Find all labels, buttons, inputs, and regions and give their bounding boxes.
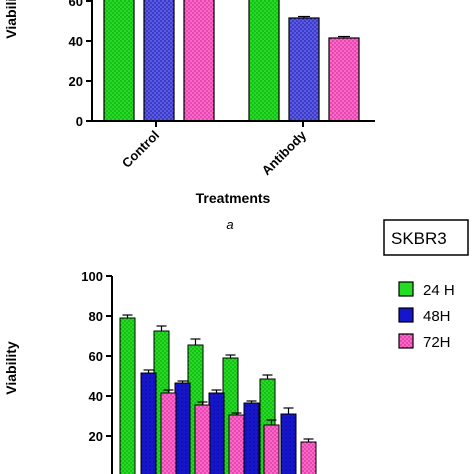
top-y-tick-label: 0: [76, 114, 83, 129]
bottom-bar-g1-72h: [160, 392, 177, 474]
chart-bottom: 20 40 60 80 100 Viability: [3, 269, 317, 474]
legend-swatch-1: [398, 281, 414, 297]
bottom-bar-g5-48h: [280, 413, 297, 474]
bottom-y-tick-label: 20: [89, 429, 103, 444]
chart-top: 0 20 40 60 Control Antibody Viability Treatm…: [3, 0, 375, 206]
top-bar-antibody-s1: [248, 0, 280, 122]
bottom-bar-g2-72h: [194, 404, 211, 474]
legend-label-2: 48H: [423, 308, 451, 325]
top-y-tick-label: 20: [69, 74, 83, 89]
bottom-y-tick-label: 60: [89, 349, 103, 364]
panel-label: a: [226, 217, 233, 232]
legend: 24 H 48H 72H: [398, 281, 455, 351]
top-x-axis-title: Treatments: [196, 190, 271, 206]
cell-line-badge: SKBR3: [391, 229, 447, 248]
legend-swatch-2: [398, 307, 414, 323]
top-bar-antibody-s2: [288, 17, 320, 122]
legend-swatch-3: [398, 333, 414, 349]
cell-line-badge-box: [383, 219, 469, 256]
bottom-y-axis-title: Viability: [3, 341, 19, 395]
legend-label-1: 24 H: [423, 282, 455, 299]
bottom-y-tick-label: 40: [89, 389, 103, 404]
top-x-tick-label: Control: [119, 128, 162, 171]
top-bar-control-s3: [183, 0, 215, 122]
bottom-bar-g4-48h: [243, 402, 260, 474]
top-y-tick-label: 60: [69, 0, 83, 9]
bottom-bar-g3-72h: [228, 414, 245, 474]
bottom-y-tick-label: 80: [89, 309, 103, 324]
bottom-bar-g3-48h: [208, 392, 225, 474]
bottom-bar-g1-48h: [140, 372, 157, 474]
bottom-bar-g4-72h: [263, 424, 280, 474]
bottom-bar-g2-48h: [174, 382, 191, 474]
top-x-tick-label: Antibody: [259, 127, 310, 178]
top-y-axis-title: Viability: [3, 0, 19, 39]
top-y-tick-label: 40: [69, 34, 83, 49]
top-bar-antibody-s3: [328, 37, 360, 122]
top-bar-control-s2: [143, 0, 175, 122]
bottom-y-tick-label: 100: [81, 269, 103, 284]
bottom-bar-g1-24h: [119, 317, 136, 474]
legend-label-3: 72H: [423, 334, 451, 351]
top-bar-control-s1: [103, 0, 135, 122]
bottom-bar-g5-72h: [300, 441, 317, 474]
